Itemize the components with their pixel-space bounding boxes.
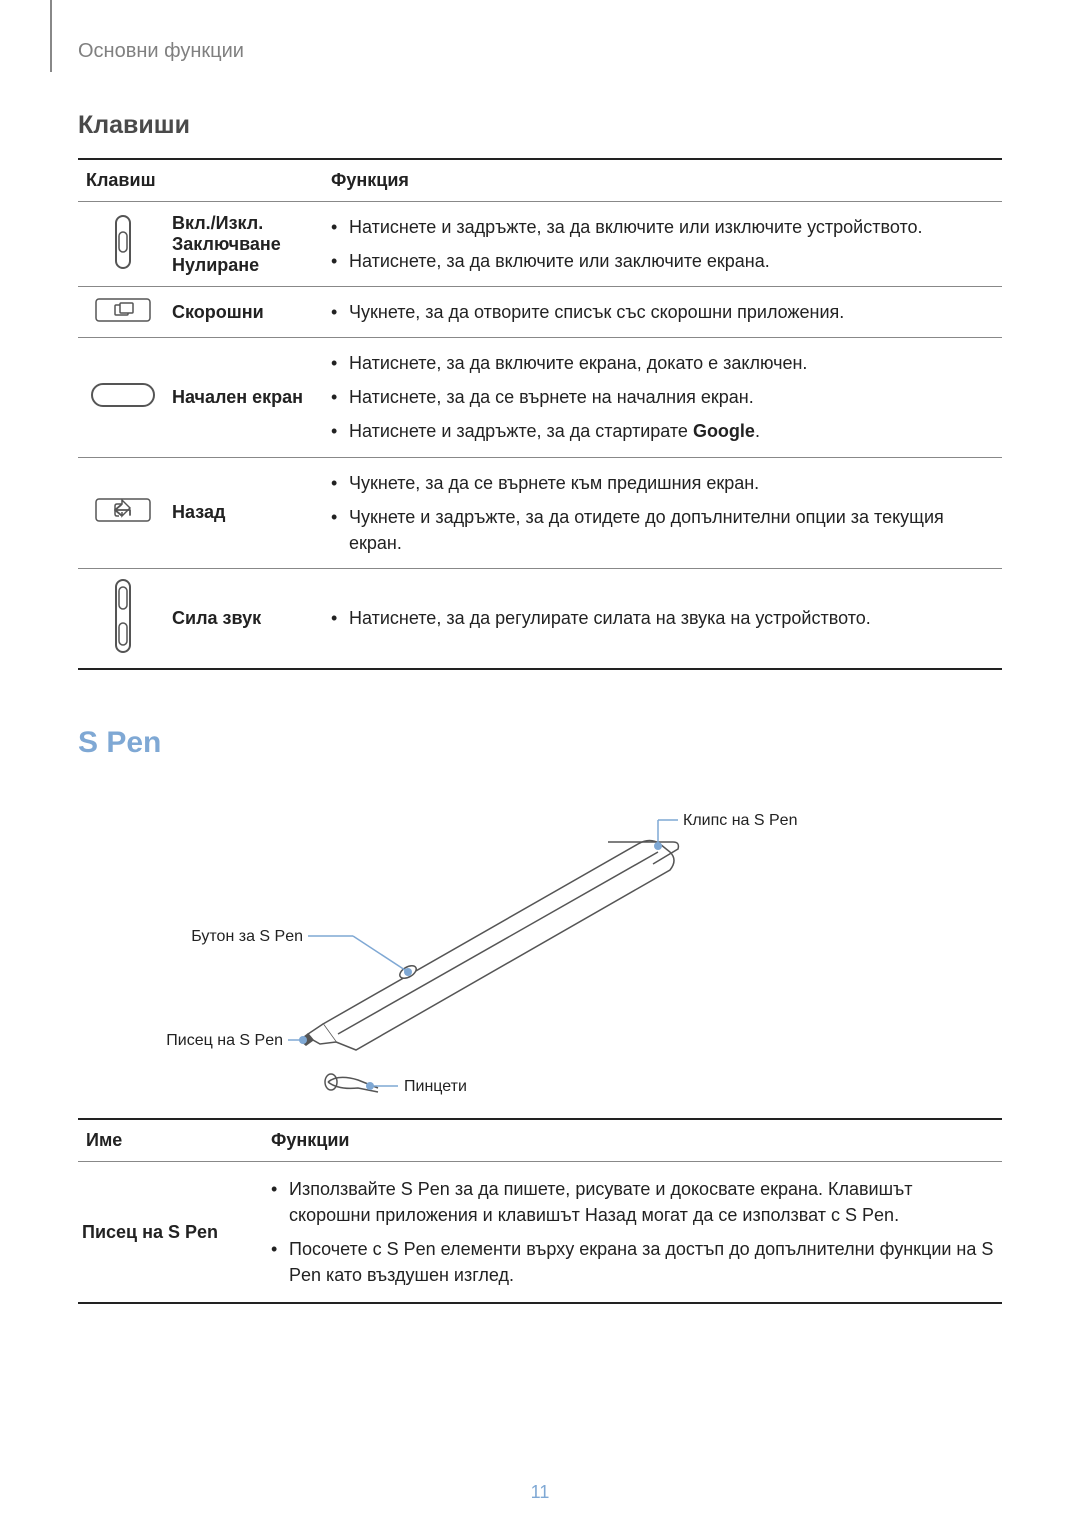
spen-row-name: Писец на S Pen: [78, 1161, 263, 1303]
back-key-icon: [78, 457, 168, 568]
back-key-name: Назад: [168, 457, 323, 568]
label-button: Бутон за S Pen: [191, 928, 303, 945]
volume-key-name: Сила звук: [168, 568, 323, 669]
recent-key-name: Скорошни: [168, 287, 323, 338]
keys-table: Клавиш Функция Вкл./Изкл. Заключване Нул…: [78, 158, 1002, 670]
chapter-header: Основни функции: [78, 40, 1002, 63]
spen-col1: Име: [78, 1119, 263, 1162]
table-row: Скорошни Чукнете, за да отворите списък …: [78, 287, 1002, 338]
keys-col2: Функция: [323, 159, 1002, 202]
spen-table: Име Функции Писец на S Pen Използвайте S…: [78, 1118, 1002, 1304]
table-row: Начален екран Натиснете, за да включите …: [78, 338, 1002, 457]
home-key-name: Начален екран: [168, 338, 323, 457]
header-rule: [50, 0, 52, 72]
label-clip: Клипс на S Pen: [683, 812, 797, 829]
table-row: Вкл./Изкл. Заключване Нулиране Натиснете…: [78, 202, 1002, 287]
spen-title: S Pen: [78, 726, 1002, 760]
volume-key-icon: [78, 568, 168, 669]
spen-col2: Функции: [263, 1119, 1002, 1162]
power-key-icon: [78, 202, 168, 287]
table-row: Назад Чукнете, за да се върнете към пред…: [78, 457, 1002, 568]
keys-col1: Клавиш: [78, 159, 323, 202]
power-key-name: Вкл./Изкл. Заключване Нулиране: [168, 202, 323, 287]
keys-title: Клавиши: [78, 111, 1002, 140]
table-row: Сила звук Натиснете, за да регулирате си…: [78, 568, 1002, 669]
power-key-func: Натиснете и задръжте, за да включите или…: [323, 202, 1002, 287]
page-number: 11: [0, 1482, 1080, 1503]
table-row: Писец на S Pen Използвайте S Pen за да п…: [78, 1161, 1002, 1303]
spen-diagram: Клипс на S Pen Бутон за S Pen Писец на S…: [78, 782, 1002, 1112]
home-key-icon: [78, 338, 168, 457]
label-nib: Писец на S Pen: [166, 1032, 283, 1049]
label-tweezers: Пинцети: [404, 1078, 467, 1095]
page: Основни функции Клавиши Клавиш Функция В…: [0, 0, 1080, 1334]
recent-key-icon: [78, 287, 168, 338]
